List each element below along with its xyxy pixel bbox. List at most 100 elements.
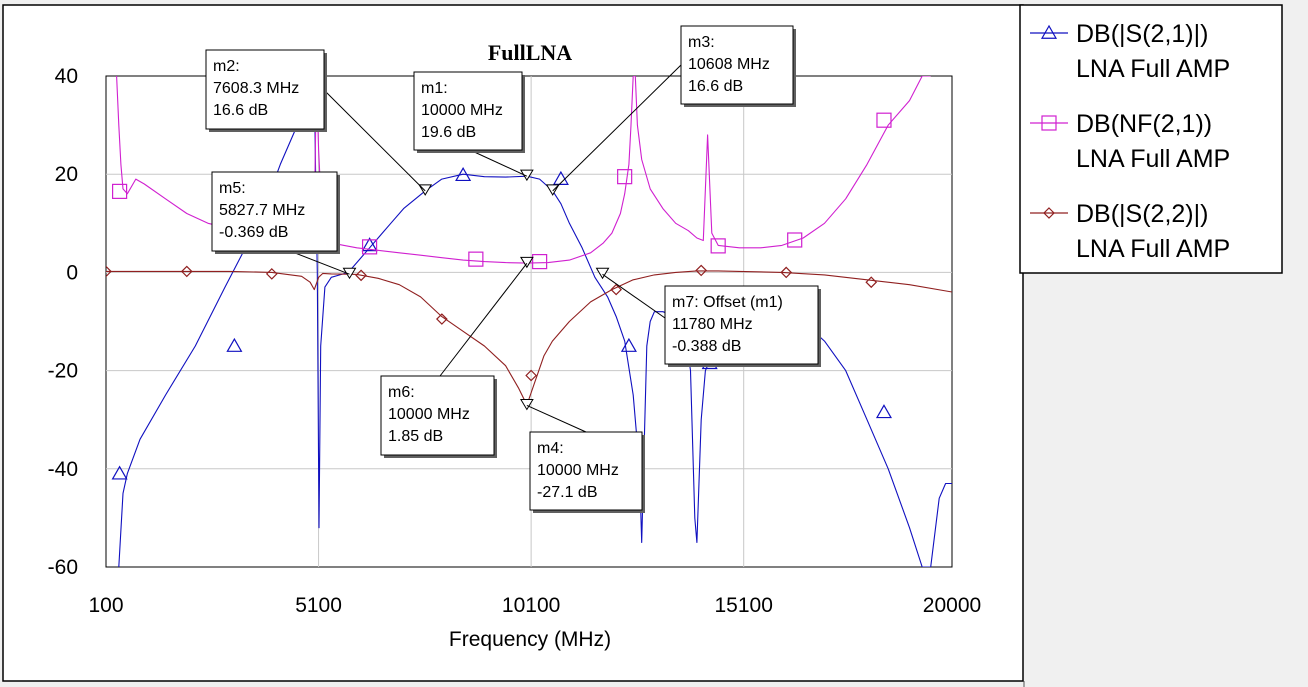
series-marker bbox=[525, 369, 537, 382]
y-tick-label: 40 bbox=[55, 65, 78, 88]
series-marker bbox=[532, 253, 548, 270]
annotation-box bbox=[529, 431, 643, 511]
series-marker bbox=[468, 251, 484, 267]
x-tick-label: 20000 bbox=[923, 594, 981, 617]
x-tick-label: 15100 bbox=[714, 594, 772, 617]
plot-area[interactable] bbox=[105, 75, 953, 568]
series-marker bbox=[361, 239, 378, 255]
series-marker bbox=[710, 238, 726, 254]
series-marker bbox=[1041, 115, 1057, 131]
series-marker bbox=[106, 265, 112, 278]
series-marker bbox=[620, 337, 637, 352]
annotation-box bbox=[664, 285, 819, 365]
annotation-text: 10000 MHz bbox=[421, 102, 503, 119]
series-marker bbox=[226, 337, 243, 352]
series-marker bbox=[617, 169, 633, 185]
series-3 bbox=[106, 264, 952, 406]
series-marker bbox=[355, 269, 367, 282]
legend-series-name: DB(|S(2,2)|) bbox=[1076, 200, 1208, 228]
annotation-text: -0.388 dB bbox=[672, 338, 741, 355]
x-tick-label: 10100 bbox=[502, 594, 560, 617]
x-axis-label: Frequency (MHz) bbox=[449, 628, 611, 651]
legend-entry-2: DB(NF(2,1)) LNA Full AMP bbox=[1030, 110, 1230, 173]
annotation-text: m6: bbox=[388, 384, 415, 401]
y-tick-labels: 40 20 0 -20 -40 -60 bbox=[48, 65, 78, 579]
annotation-text: 19.6 dB bbox=[421, 124, 476, 141]
annotation-box bbox=[380, 375, 495, 456]
series-marker bbox=[180, 265, 193, 278]
y-tick-label: 20 bbox=[55, 163, 78, 186]
annotation-m2: m2: 7608.3 MHz 16.6 dB bbox=[205, 49, 327, 132]
leader-m1 bbox=[469, 149, 528, 177]
annotation-box bbox=[211, 171, 338, 252]
series-marker bbox=[552, 170, 569, 185]
annotation-m4: m4: 10000 MHz -27.1 dB bbox=[529, 431, 645, 513]
annotation-text: 7608.3 MHz bbox=[213, 80, 299, 97]
annotation-m6: m6: 10000 MHz 1.85 dB bbox=[380, 375, 497, 458]
series-marker bbox=[436, 313, 448, 325]
leader-m7 bbox=[602, 273, 666, 319]
legend: DB(|S(2,1)|) LNA Full AMP DB(NF(2,1)) LNA F… bbox=[1030, 20, 1230, 263]
annotation-text: m4: bbox=[537, 440, 564, 457]
series-marker bbox=[787, 232, 803, 248]
annotation-text: m7: Offset (m1) bbox=[672, 294, 783, 311]
series-marker bbox=[361, 237, 378, 252]
series-marker bbox=[865, 276, 878, 289]
series-marker bbox=[610, 283, 622, 296]
annotation-text: 10608 MHz bbox=[688, 56, 770, 73]
leader-m5 bbox=[289, 250, 350, 275]
leader-m2 bbox=[323, 89, 426, 192]
annotation-text: 16.6 dB bbox=[213, 102, 268, 119]
marker-point-m4 bbox=[519, 398, 534, 411]
marker-leaders bbox=[289, 64, 682, 433]
annotation-text: 1.85 dB bbox=[388, 428, 443, 445]
legend-series-subname: LNA Full AMP bbox=[1076, 235, 1230, 263]
legend-panel bbox=[1019, 4, 1283, 274]
series-marker bbox=[875, 404, 893, 419]
annotation-text: -27.1 dB bbox=[537, 484, 597, 501]
annotation-text: -0.369 dB bbox=[219, 224, 288, 241]
y-tick-label: -40 bbox=[48, 458, 78, 481]
x-tick-label: 5100 bbox=[295, 594, 342, 617]
marker-point-m6 bbox=[519, 256, 534, 269]
annotation-text: m1: bbox=[421, 80, 448, 97]
series-marker bbox=[455, 166, 472, 182]
series-marker bbox=[265, 268, 278, 280]
annotation-text: 10000 MHz bbox=[388, 406, 470, 423]
series-marker bbox=[695, 264, 708, 277]
annotation-m5: m5: 5827.7 MHz -0.369 dB bbox=[211, 171, 340, 254]
y-tick-label: 0 bbox=[66, 261, 78, 284]
annotation-box bbox=[413, 71, 523, 151]
annotation-text: 10000 MHz bbox=[537, 462, 619, 479]
legend-series-name: DB(NF(2,1)) bbox=[1076, 110, 1212, 138]
annotation-m1: m1: 10000 MHz 19.6 dB bbox=[413, 71, 525, 153]
y-tick-label: -60 bbox=[48, 556, 78, 579]
annotation-text: m2: bbox=[213, 58, 240, 75]
legend-entry-3: DB(|S(2,2)|) LNA Full AMP bbox=[1030, 200, 1230, 263]
x-tick-label: 100 bbox=[88, 594, 123, 617]
legend-series-name: DB(|S(2,1)|) bbox=[1076, 20, 1208, 48]
annotation-box bbox=[680, 25, 794, 105]
chart-title: FullLNA bbox=[488, 40, 572, 65]
series-marker bbox=[112, 183, 128, 199]
annotation-box bbox=[205, 49, 325, 130]
annotation-text: 5827.7 MHz bbox=[219, 202, 305, 219]
annotation-text: m3: bbox=[688, 34, 715, 51]
series-marker bbox=[876, 112, 892, 128]
y-tick-label: -20 bbox=[48, 360, 78, 383]
annotation-m3: m3: 10608 MHz 16.6 dB bbox=[680, 25, 796, 107]
leader-m3 bbox=[552, 64, 682, 192]
legend-series-subname: LNA Full AMP bbox=[1076, 145, 1230, 173]
legend-entry-1: DB(|S(2,1)|) LNA Full AMP bbox=[1030, 20, 1230, 83]
x-tick-labels: 100 5100 10100 15100 20000 bbox=[88, 594, 981, 617]
series-marker bbox=[1040, 24, 1058, 39]
series-marker bbox=[1043, 207, 1055, 219]
annotation-text: m5: bbox=[219, 180, 246, 197]
marker-point-m7 bbox=[595, 267, 610, 280]
annotation-m7: m7: Offset (m1) 11780 MHz -0.388 dB bbox=[664, 285, 821, 367]
annotation-text: 16.6 dB bbox=[688, 78, 743, 95]
annotation-text: 11780 MHz bbox=[672, 316, 753, 333]
series-line bbox=[106, 270, 952, 406]
